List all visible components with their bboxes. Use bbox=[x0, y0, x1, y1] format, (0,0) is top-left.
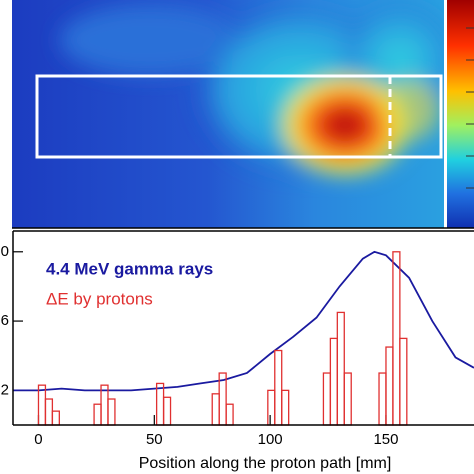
histogram-bar bbox=[267, 389, 276, 426]
x-tick-label: 50 bbox=[146, 431, 163, 448]
histogram-bar bbox=[399, 337, 408, 426]
histogram-bar bbox=[281, 389, 290, 426]
x-axis-label: Position along the proton path [mm] bbox=[139, 455, 392, 472]
x-tick-label: 150 bbox=[373, 431, 398, 448]
histogram-bar bbox=[51, 410, 60, 426]
histogram-bar bbox=[107, 398, 116, 426]
histogram-bar bbox=[162, 396, 172, 426]
line bbox=[13, 250, 474, 392]
histogram-bar bbox=[336, 311, 345, 426]
histogram-bar bbox=[385, 346, 394, 426]
y-tick-label: 0.2 bbox=[0, 381, 9, 398]
legend-line: 4.4 MeV gamma rays bbox=[46, 259, 213, 278]
x-tick-label: 0 bbox=[34, 431, 42, 448]
histogram-bar bbox=[392, 251, 401, 426]
legend-histogram: ΔE by protons bbox=[46, 289, 153, 308]
y-tick-label: 1.0 bbox=[0, 243, 9, 260]
histogram-bar bbox=[343, 372, 352, 426]
histogram-bar bbox=[329, 337, 338, 426]
histogram-bar bbox=[225, 403, 234, 426]
histogram-bar bbox=[322, 372, 332, 426]
histogram-bar bbox=[155, 382, 165, 426]
y-tick-label: 0.6 bbox=[0, 312, 9, 329]
histogram-bar bbox=[93, 403, 102, 426]
histogram-bar bbox=[44, 398, 54, 426]
histogram-bar bbox=[274, 349, 283, 426]
histogram-bar bbox=[378, 372, 387, 426]
x-tick-label: 100 bbox=[258, 431, 283, 448]
colorbar-ticks bbox=[466, 27, 474, 189]
roi-box bbox=[35, 74, 443, 159]
histogram-bar bbox=[211, 393, 220, 426]
heatmap bbox=[12, 0, 444, 228]
colorbar bbox=[447, 0, 474, 228]
